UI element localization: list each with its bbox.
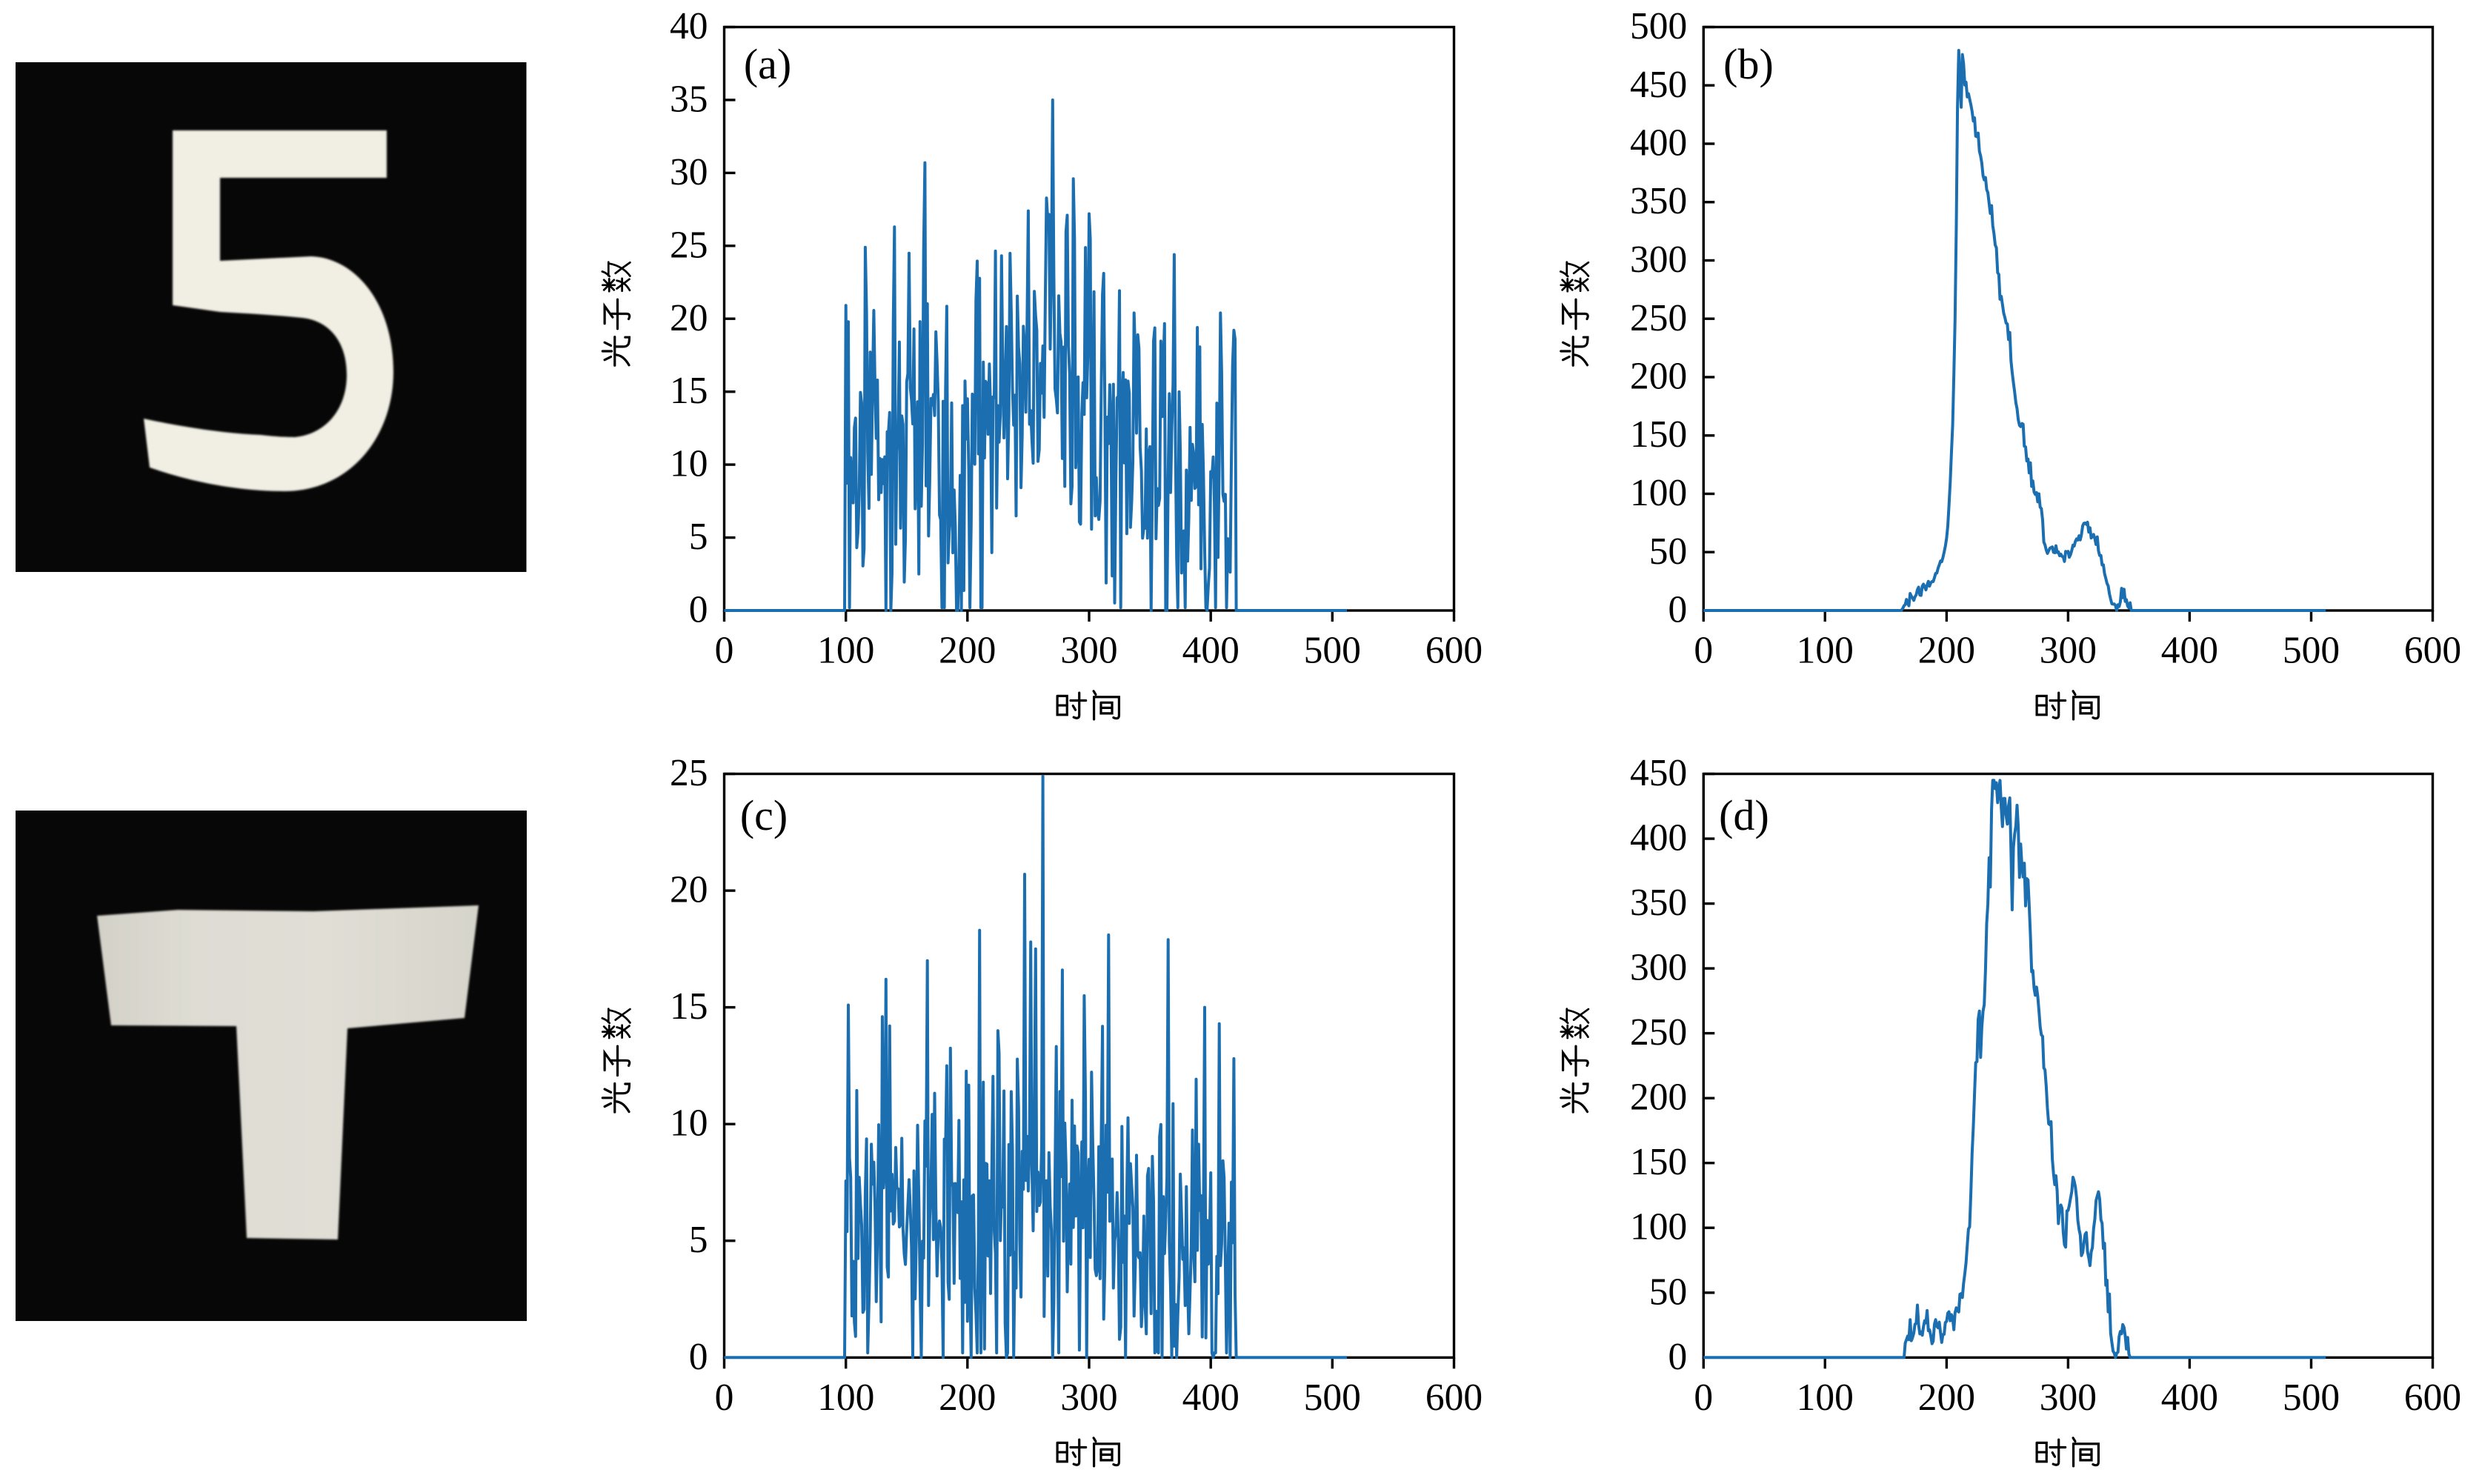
svg-text:(b): (b) [1723, 40, 1774, 88]
svg-text:50: 50 [1649, 1271, 1688, 1313]
svg-text:150: 150 [1630, 413, 1687, 456]
svg-text:600: 600 [1425, 1377, 1483, 1419]
svg-text:400: 400 [2161, 1377, 2218, 1419]
svg-text:300: 300 [1060, 1377, 1117, 1419]
svg-text:250: 250 [1630, 297, 1687, 339]
svg-text:400: 400 [1630, 122, 1687, 164]
svg-text:15: 15 [670, 370, 708, 412]
svg-text:400: 400 [2161, 630, 2218, 672]
svg-text:(c): (c) [740, 791, 788, 839]
svg-text:500: 500 [2283, 1377, 2340, 1419]
svg-text:300: 300 [2040, 630, 2097, 672]
svg-text:250: 250 [1630, 1011, 1687, 1054]
svg-text:400: 400 [1182, 630, 1240, 672]
svg-text:100: 100 [817, 630, 874, 672]
svg-text:100: 100 [1630, 1206, 1687, 1248]
svg-text:100: 100 [817, 1377, 874, 1419]
svg-text:0: 0 [689, 1336, 708, 1378]
svg-text:25: 25 [670, 752, 708, 794]
svg-text:100: 100 [1630, 472, 1687, 514]
svg-text:40: 40 [670, 5, 708, 47]
svg-text:350: 350 [1630, 882, 1687, 924]
svg-text:15: 15 [670, 985, 708, 1028]
svg-text:0: 0 [1668, 1336, 1688, 1378]
svg-text:200: 200 [939, 630, 996, 672]
svg-text:150: 150 [1630, 1141, 1687, 1183]
svg-text:10: 10 [670, 443, 708, 485]
svg-text:500: 500 [2283, 630, 2340, 672]
svg-text:300: 300 [1630, 239, 1687, 281]
svg-text:20: 20 [670, 869, 708, 911]
svg-text:5: 5 [689, 516, 708, 558]
svg-text:300: 300 [1060, 630, 1117, 672]
svg-text:100: 100 [1797, 1377, 1854, 1419]
svg-text:450: 450 [1630, 752, 1687, 794]
svg-text:0: 0 [715, 630, 734, 672]
svg-text:300: 300 [2040, 1377, 2097, 1419]
svg-text:500: 500 [1304, 1377, 1361, 1419]
svg-text:350: 350 [1630, 180, 1687, 222]
svg-text:400: 400 [1630, 817, 1687, 859]
svg-text:25: 25 [670, 224, 708, 266]
svg-text:200: 200 [939, 1377, 996, 1419]
svg-text:450: 450 [1630, 64, 1687, 106]
svg-text:100: 100 [1797, 630, 1854, 672]
svg-text:300: 300 [1630, 947, 1687, 989]
svg-text:600: 600 [2404, 1377, 2461, 1419]
svg-text:50: 50 [1649, 530, 1688, 573]
svg-text:500: 500 [1630, 5, 1687, 47]
svg-text:200: 200 [1918, 1377, 1975, 1419]
svg-text:400: 400 [1182, 1377, 1240, 1419]
svg-text:5: 5 [689, 1219, 708, 1261]
svg-text:0: 0 [715, 1377, 734, 1419]
svg-text:0: 0 [1694, 630, 1713, 672]
svg-text:35: 35 [670, 78, 708, 120]
svg-text:600: 600 [1425, 630, 1483, 672]
svg-text:0: 0 [689, 589, 708, 631]
svg-text:200: 200 [1630, 1077, 1687, 1119]
svg-text:0: 0 [1694, 1377, 1713, 1419]
svg-text:(d): (d) [1719, 791, 1769, 839]
svg-text:20: 20 [670, 297, 708, 339]
svg-text:600: 600 [2404, 630, 2461, 672]
svg-text:500: 500 [1304, 630, 1361, 672]
svg-text:10: 10 [670, 1102, 708, 1145]
svg-text:0: 0 [1668, 589, 1688, 631]
svg-text:30: 30 [670, 151, 708, 193]
svg-text:200: 200 [1630, 356, 1687, 398]
svg-text:200: 200 [1918, 630, 1975, 672]
svg-text:(a): (a) [744, 40, 791, 88]
